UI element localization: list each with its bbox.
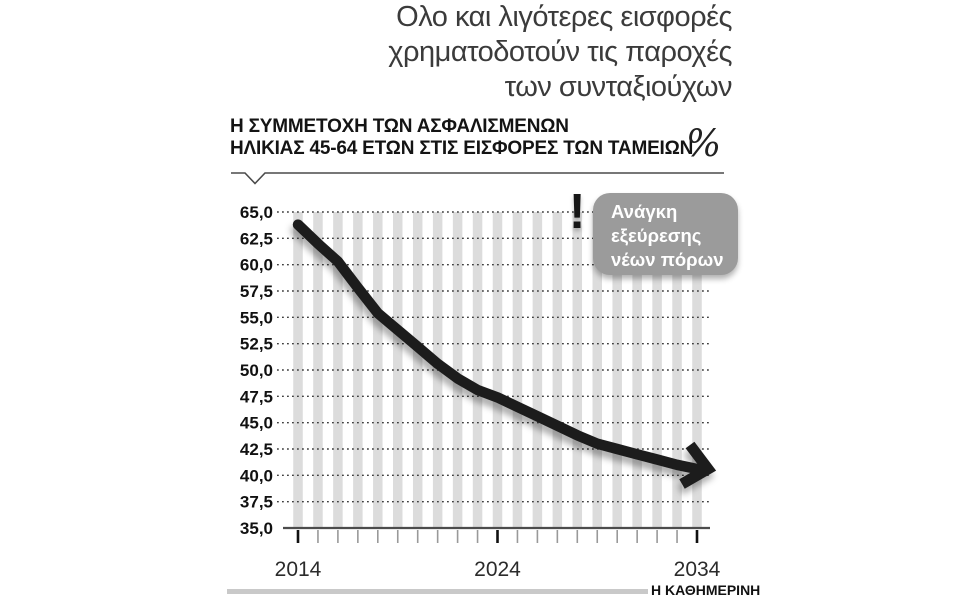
annotation-callout: Ανάγκη εξεύρεσης νέων πόρων — [593, 193, 738, 275]
y-axis-label: 50,0 — [240, 361, 273, 380]
y-axis-label: 62,5 — [240, 229, 273, 248]
x-axis-label: 2034 — [674, 558, 721, 581]
title-line: χρηματοδοτούν τις παροχές — [388, 36, 732, 68]
title-line: των συνταξιούχων — [504, 71, 733, 103]
y-axis-label: 57,5 — [240, 282, 273, 301]
chart-subtitle: Η ΣΥΜΜΕΤΟΧΗ ΤΩΝ ΑΣΦΑΛΙΣΜΕΝΩΝ ΗΛΙΚΙΑΣ 45-… — [230, 116, 693, 160]
y-axis-label: 35,0 — [240, 519, 273, 538]
title-line: Ολο και λιγότερες εισφορές — [396, 1, 732, 33]
page-title: Ολο και λιγότερες εισφορές χρηματοδοτούν… — [388, 0, 732, 105]
y-axis-label: 45,0 — [240, 414, 273, 433]
subtitle-line: ΗΛΙΚΙΑΣ 45-64 ΕΤΩΝ ΣΤΙΣ ΕΙΣΦΟΡΕΣ ΤΩΝ ΤΑΜ… — [230, 138, 694, 159]
footer-rule — [227, 589, 648, 594]
brand-logo: Η ΚΑΘΗΜΕΡΙΝΗ — [651, 582, 761, 598]
x-axis-label: 2024 — [474, 558, 521, 581]
y-axis-label: 60,0 — [240, 256, 273, 275]
y-axis-label: 65,0 — [240, 203, 273, 222]
subtitle-line: Η ΣΥΜΜΕΤΟΧΗ ΤΩΝ ΑΣΦΑΛΙΣΜΕΝΩΝ — [230, 116, 569, 137]
y-axis-label: 37,5 — [240, 493, 273, 512]
y-axis-label: 40,0 — [240, 466, 273, 485]
callout-line: νέων πόρων — [611, 249, 724, 270]
percent-unit-label: % — [686, 122, 722, 165]
y-axis-label: 42,5 — [240, 440, 273, 459]
x-axis-label: 2014 — [275, 558, 322, 581]
data-series — [292, 219, 717, 489]
callout-line: Ανάγκη — [611, 201, 678, 222]
arrowhead-icon — [679, 441, 717, 489]
data-line — [292, 219, 703, 475]
exclamation-icon: ! — [569, 185, 586, 239]
callout-line: εξεύρεσης — [611, 225, 702, 246]
y-axis-label: 47,5 — [240, 387, 273, 406]
y-axis-label: 52,5 — [240, 335, 273, 354]
y-axis-label: 55,0 — [240, 308, 273, 327]
